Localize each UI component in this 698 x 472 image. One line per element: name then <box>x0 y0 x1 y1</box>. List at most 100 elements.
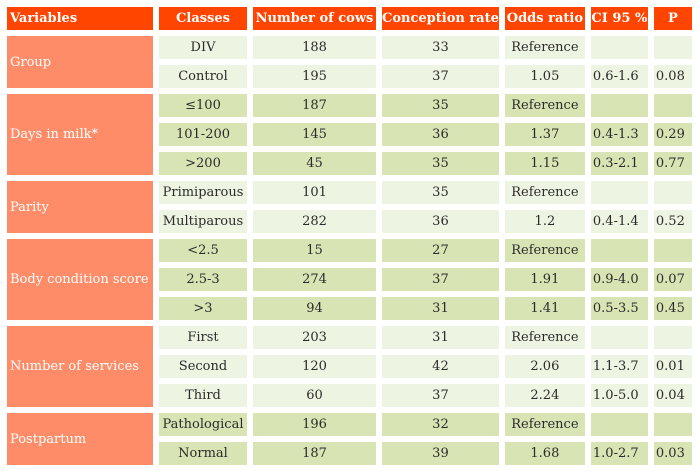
cows-cell: 145 <box>253 123 376 146</box>
table-row: Postpartum Pathological 196 32 Reference <box>7 413 692 465</box>
class-cell: DIV <box>159 36 247 59</box>
ci-cell: 1.1-3.7 <box>590 355 648 378</box>
header-variables: Variables <box>7 7 153 30</box>
odds-cell: Reference <box>504 413 585 436</box>
cows-cell: 195 <box>253 65 376 88</box>
p-cell <box>653 326 692 349</box>
rate-cell: 31 <box>382 326 499 349</box>
p-cell: 0.01 <box>653 355 692 378</box>
class-cell: Multiparous <box>159 210 247 233</box>
class-cell: First <box>159 326 247 349</box>
table-row: Parity Primiparous 101 35 Reference <box>7 181 692 233</box>
rate-cell: 37 <box>382 384 499 407</box>
rate-cell: 35 <box>382 94 499 117</box>
table-row: Body condition score <2.5 15 27 Referenc… <box>7 239 692 320</box>
class-cell: Control <box>159 65 247 88</box>
table-row: Third 60 37 2.24 1.0-5.0 0.04 <box>7 384 692 407</box>
ci-cell <box>590 326 648 349</box>
table-row: Multiparous 282 36 1.2 0.4-1.4 0.52 <box>7 210 692 233</box>
odds-cell: 1.37 <box>504 123 585 146</box>
p-cell: 0.03 <box>653 442 692 465</box>
odds-cell: Reference <box>504 239 585 262</box>
variable-group: Group <box>7 36 153 88</box>
rate-cell: 37 <box>382 268 499 291</box>
cows-cell: 282 <box>253 210 376 233</box>
header-number-of-cows: Number of cows <box>253 7 376 30</box>
rate-cell: 35 <box>382 152 499 175</box>
cows-cell: 187 <box>253 442 376 465</box>
ci-cell <box>590 413 648 436</box>
p-cell: 0.04 <box>653 384 692 407</box>
cows-cell: 196 <box>253 413 376 436</box>
ci-cell: 0.4-1.4 <box>590 210 648 233</box>
rate-cell: 33 <box>382 36 499 59</box>
odds-cell: Reference <box>504 94 585 117</box>
p-cell <box>653 36 692 59</box>
rate-cell: 42 <box>382 355 499 378</box>
cows-cell: 188 <box>253 36 376 59</box>
ci-cell <box>590 239 648 262</box>
class-cell: Normal <box>159 442 247 465</box>
p-cell: 0.45 <box>653 297 692 320</box>
table-row: Number of services First 203 31 Referenc… <box>7 326 692 407</box>
rate-cell: 35 <box>382 181 499 204</box>
odds-cell: 1.2 <box>504 210 585 233</box>
cows-cell: 187 <box>253 94 376 117</box>
table-row: >200 45 35 1.15 0.3-2.1 0.77 <box>7 152 692 175</box>
table-row: 101-200 145 36 1.37 0.4-1.3 0.29 <box>7 123 692 146</box>
class-cell: 101-200 <box>159 123 247 146</box>
ci-cell: 0.6-1.6 <box>590 65 648 88</box>
class-cell: Primiparous <box>159 181 247 204</box>
variable-postpartum: Postpartum <box>7 413 153 465</box>
class-cell: Third <box>159 384 247 407</box>
ci-cell: 0.3-2.1 <box>590 152 648 175</box>
rate-cell: 39 <box>382 442 499 465</box>
table-row: Control 195 37 1.05 0.6-1.6 0.08 <box>7 65 692 88</box>
table-row: Group DIV 188 33 Reference <box>7 36 692 88</box>
cows-cell: 60 <box>253 384 376 407</box>
class-cell: >200 <box>159 152 247 175</box>
rate-cell: 36 <box>382 210 499 233</box>
cows-cell: 101 <box>253 181 376 204</box>
rate-cell: 31 <box>382 297 499 320</box>
cows-cell: 94 <box>253 297 376 320</box>
class-cell: ≤100 <box>159 94 247 117</box>
ci-cell <box>590 94 648 117</box>
ci-cell: 0.9-4.0 <box>590 268 648 291</box>
ci-cell: 0.4-1.3 <box>590 123 648 146</box>
rate-cell: 36 <box>382 123 499 146</box>
class-cell: Pathological <box>159 413 247 436</box>
cows-cell: 203 <box>253 326 376 349</box>
table-row: 2.5-3 274 37 1.91 0.9-4.0 0.07 <box>7 268 692 291</box>
header-ci-95: CI 95 % <box>590 7 648 30</box>
cows-cell: 15 <box>253 239 376 262</box>
ci-cell: 1.0-2.7 <box>590 442 648 465</box>
ci-cell <box>590 181 648 204</box>
ci-cell: 1.0-5.0 <box>590 384 648 407</box>
odds-cell: 1.15 <box>504 152 585 175</box>
odds-cell: Reference <box>504 326 585 349</box>
odds-cell: 2.24 <box>504 384 585 407</box>
p-cell: 0.29 <box>653 123 692 146</box>
p-cell: 0.08 <box>653 65 692 88</box>
p-cell: 0.52 <box>653 210 692 233</box>
variable-number-of-services: Number of services <box>7 326 153 407</box>
variable-body-condition-score: Body condition score <box>7 239 153 320</box>
class-cell: 2.5-3 <box>159 268 247 291</box>
rate-cell: 37 <box>382 65 499 88</box>
header-odds-ratio: Odds ratio <box>504 7 585 30</box>
p-cell <box>653 239 692 262</box>
odds-cell: 1.68 <box>504 442 585 465</box>
class-cell: >3 <box>159 297 247 320</box>
ci-cell <box>590 36 648 59</box>
variable-days-in-milk: Days in milk* <box>7 94 153 175</box>
cows-cell: 120 <box>253 355 376 378</box>
p-cell <box>653 413 692 436</box>
variable-parity: Parity <box>7 181 153 233</box>
header-row: Variables Classes Number of cows Concept… <box>7 7 692 30</box>
rate-cell: 32 <box>382 413 499 436</box>
rate-cell: 27 <box>382 239 499 262</box>
ci-cell: 0.5-3.5 <box>590 297 648 320</box>
p-cell <box>653 181 692 204</box>
